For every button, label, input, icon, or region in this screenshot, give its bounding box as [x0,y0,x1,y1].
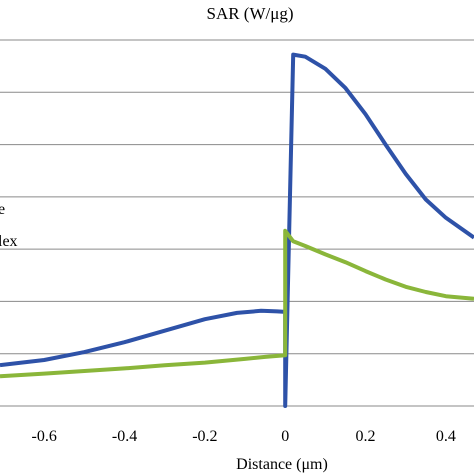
x-tick-labels: -0.6-0.4-0.200.20.40. [32,428,456,445]
series-line-1 [0,52,474,408]
x-tick-label: -0.2 [192,428,217,445]
legend-fragment-1: e [0,201,5,218]
series-layer [0,52,474,408]
x-tick-label: 0.2 [356,428,376,445]
x-tick-label: 0 [281,428,289,445]
x-tick-label: 0.4 [436,428,456,445]
chart-title: SAR (W/μg) [206,4,293,23]
gridlines [0,39,474,407]
series-line-2 [0,228,474,379]
legend-fragment-2: lex [0,233,18,250]
x-tick-label: -0.6 [32,428,57,445]
x-tick-label: -0.4 [112,428,137,445]
x-axis-label: Distance (μm) [236,456,328,473]
